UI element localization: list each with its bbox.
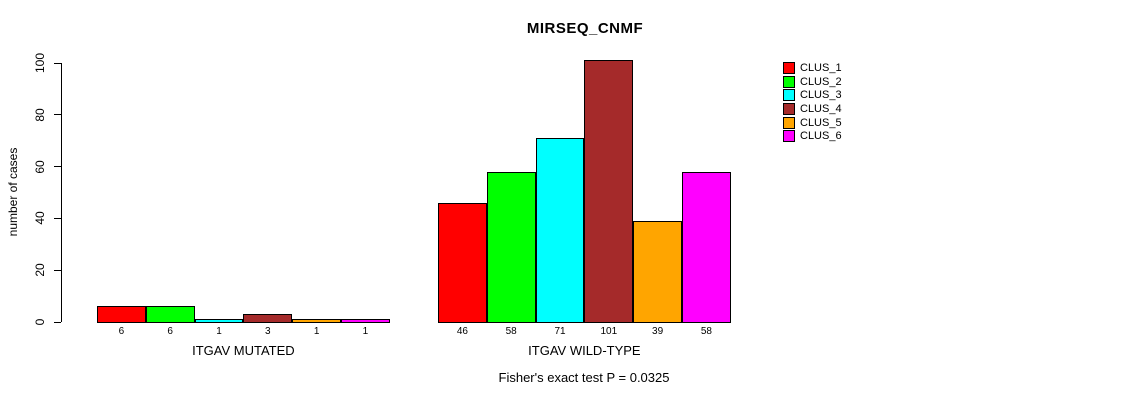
legend-swatch [783, 61, 795, 74]
bar-clus_6 [341, 319, 390, 323]
legend-item-clus_5: CLUS_5 [783, 116, 842, 130]
bar-value-label: 58 [700, 326, 712, 337]
y-tick-label: 20 [33, 263, 47, 277]
y-tick [54, 114, 61, 116]
bar-value-label: 46 [456, 326, 468, 337]
y-tick [54, 217, 61, 219]
legend-label: CLUS_2 [800, 75, 842, 88]
bar-clus_5 [292, 319, 341, 323]
y-tick [54, 321, 61, 323]
bar-value-label: 71 [554, 326, 566, 337]
legend-item-clus_1: CLUS_1 [783, 61, 842, 75]
legend-item-clus_2: CLUS_2 [783, 75, 842, 89]
legend-label: CLUS_3 [800, 89, 842, 102]
bar-value-label: 6 [118, 326, 125, 337]
chart-title: MIRSEQ_CNMF [526, 20, 644, 37]
legend-swatch [783, 75, 795, 88]
bar-clus_3 [535, 138, 585, 323]
legend-swatch [783, 130, 795, 143]
bar-value-label: 1 [216, 326, 222, 337]
y-tick-label: 100 [33, 52, 47, 74]
y-axis-line [61, 63, 62, 322]
y-tick [54, 62, 61, 64]
legend-label: CLUS_4 [800, 102, 842, 115]
y-tick-label: 0 [33, 318, 47, 326]
group-label: ITGAV WILD-TYPE [528, 343, 641, 358]
bar-value-label: 6 [167, 326, 173, 337]
group-label: ITGAV MUTATED [192, 343, 295, 358]
fisher-test-annotation: Fisher's exact test P = 0.0325 [498, 370, 670, 385]
bar-value-label: 39 [652, 326, 664, 337]
y-tick-label: 40 [33, 211, 47, 226]
y-tick-label: 60 [33, 159, 47, 174]
bar-clus_3 [194, 319, 244, 323]
bar-value-label: 1 [362, 326, 369, 337]
legend-label: CLUS_5 [800, 116, 842, 129]
legend-label: CLUS_1 [800, 61, 842, 74]
bar-value-label: 3 [265, 326, 271, 337]
y-tick [54, 269, 61, 271]
legend: CLUS_1 CLUS_2 CLUS_3 CLUS_4 CLUS_5 CLUS_6 [783, 61, 842, 143]
legend-item-clus_6: CLUS_6 [783, 129, 842, 143]
bar-clus_2 [486, 172, 536, 323]
bar-clus_5 [633, 221, 682, 323]
bar-value-label: 1 [313, 326, 320, 337]
bar-clus_4 [584, 60, 634, 323]
bar-clus_6 [682, 172, 731, 323]
y-axis-title: number of cases [6, 147, 20, 237]
legend-label: CLUS_6 [800, 130, 842, 143]
legend-swatch [783, 116, 795, 129]
legend-swatch [783, 102, 795, 115]
bar-value-label: 101 [600, 326, 618, 337]
legend-item-clus_4: CLUS_4 [783, 102, 842, 116]
bar-value-label: 58 [505, 326, 517, 337]
y-tick [54, 166, 61, 168]
bar-clus_1 [97, 306, 146, 323]
bar-clus_2 [145, 306, 195, 323]
bar-clus_1 [438, 203, 487, 323]
bar-clus_4 [243, 314, 293, 323]
y-tick-label: 80 [33, 108, 47, 122]
legend-item-clus_3: CLUS_3 [783, 88, 842, 102]
legend-swatch [783, 89, 795, 102]
